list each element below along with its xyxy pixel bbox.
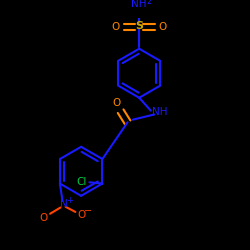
Text: O: O — [78, 210, 86, 220]
Text: O: O — [112, 98, 120, 108]
Text: Cl: Cl — [76, 177, 87, 187]
Text: 2: 2 — [146, 0, 152, 6]
Text: −: − — [84, 206, 92, 216]
Text: +: + — [66, 196, 73, 205]
Text: N: N — [60, 199, 68, 209]
Text: O: O — [159, 22, 167, 32]
Text: S: S — [135, 21, 143, 31]
Text: NH: NH — [132, 0, 147, 9]
Text: O: O — [40, 214, 48, 224]
Text: NH: NH — [152, 107, 168, 117]
Text: O: O — [111, 22, 120, 32]
